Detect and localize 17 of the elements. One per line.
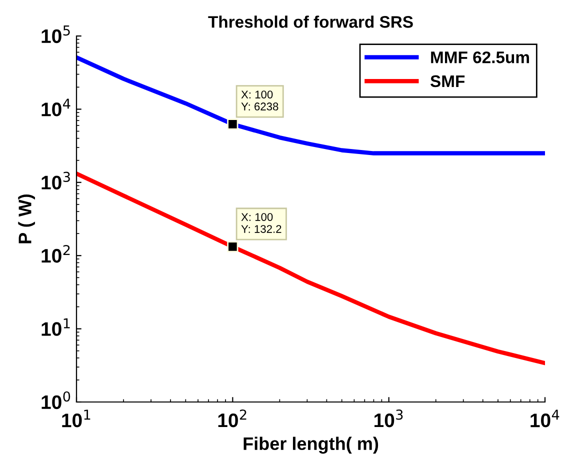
x-tick-label: 10$^{4}$ bbox=[530, 410, 560, 428]
y-tick-label: 10$^{0}$ bbox=[42, 391, 70, 410]
annotation: X: 100 Y: 132.2 bbox=[241, 213, 282, 233]
x-axis-title: Fiber length( m) bbox=[244, 436, 378, 454]
x-tick-label: 10$^{2}$ bbox=[218, 410, 246, 428]
x-tick-label: 10$^{3}$ bbox=[374, 410, 403, 428]
y-tick-label: 10$^{2}$ bbox=[42, 244, 70, 263]
legend-label: MMF 62.5um bbox=[431, 51, 529, 64]
y-tick-label: 10$^{4}$ bbox=[42, 98, 70, 116]
y-axis-title: P ( W) bbox=[18, 194, 35, 244]
x-tick-label: 10$^{1}$ bbox=[62, 410, 90, 428]
y-tick-label: 10$^{5}$ bbox=[42, 26, 70, 44]
y-tick-label: 10$^{3}$ bbox=[42, 172, 70, 190]
annotation: X: 100 Y: 6238 bbox=[241, 90, 278, 110]
chart-title: Threshold of forward SRS bbox=[208, 16, 413, 28]
legend-label: SMF bbox=[430, 75, 465, 88]
y-tick-label: 10$^{1}$ bbox=[42, 318, 70, 336]
